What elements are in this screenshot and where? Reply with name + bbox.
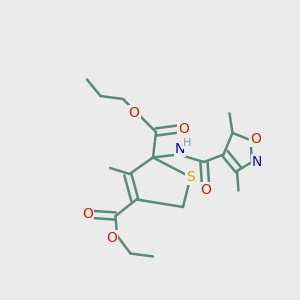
Text: O: O [129,106,140,120]
Text: O: O [250,132,261,146]
Text: O: O [200,183,211,197]
Text: N: N [175,142,185,156]
Text: O: O [106,232,117,245]
Text: H: H [183,138,191,148]
Text: N: N [252,155,262,169]
Text: S: S [186,170,195,184]
Text: O: O [82,208,93,221]
Text: O: O [178,122,189,136]
